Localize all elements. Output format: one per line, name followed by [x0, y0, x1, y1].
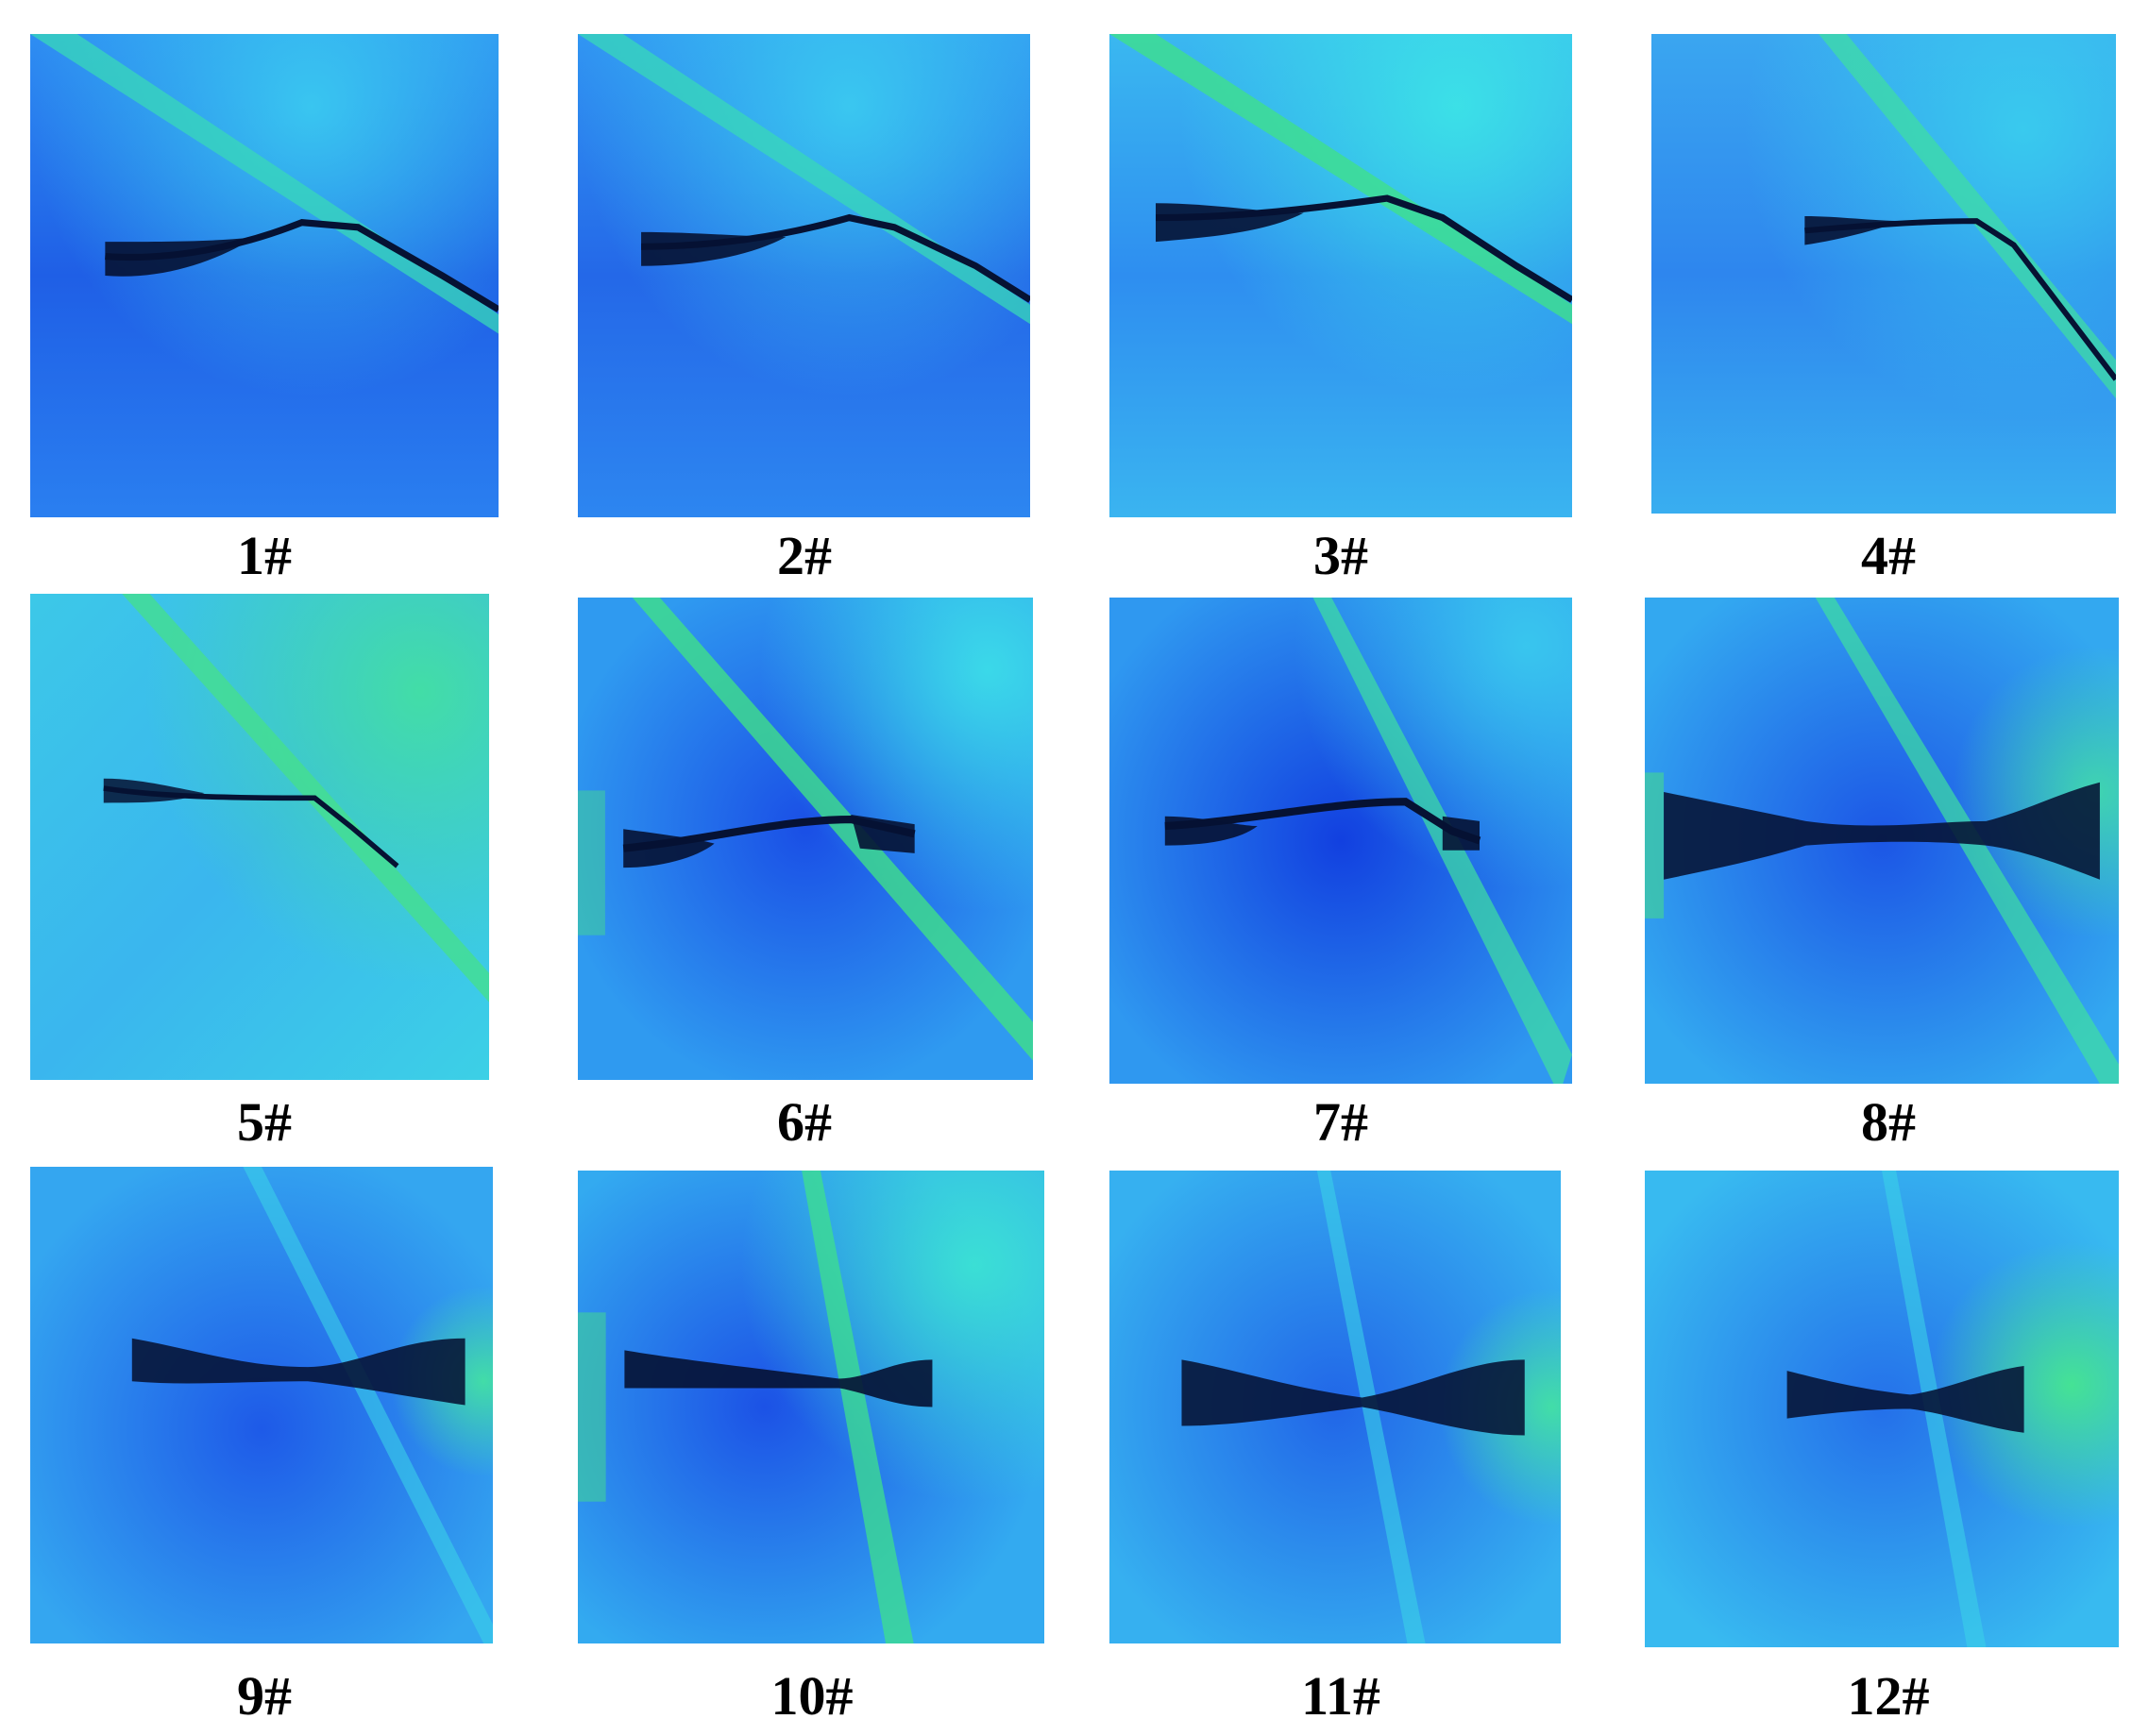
panel-label: 12# [1847, 1665, 1930, 1727]
strain-field-1-image [30, 34, 499, 517]
strain-field-2-image [578, 34, 1030, 517]
panel-6 [578, 598, 1033, 1080]
panel-label: 5# [237, 1091, 292, 1153]
panel-5 [30, 594, 489, 1080]
panel-7 [1109, 598, 1572, 1084]
panel-1 [30, 34, 499, 517]
strain-field-12-image [1645, 1171, 2119, 1647]
panel-label: 9# [237, 1665, 292, 1727]
panel-11 [1109, 1171, 1561, 1643]
panel-9 [30, 1167, 493, 1643]
panel-label: 6# [777, 1091, 832, 1153]
panel-label: 11# [1301, 1665, 1380, 1727]
panel-label: 3# [1313, 525, 1368, 586]
panel-label: 2# [777, 525, 832, 586]
strain-field-3-image [1109, 34, 1572, 517]
strain-field-4-image [1651, 34, 2116, 514]
strain-field-5-image [30, 594, 489, 1080]
panel-label: 10# [770, 1665, 854, 1727]
panel-8 [1645, 598, 2119, 1084]
strain-field-6-image [578, 598, 1033, 1080]
panel-4 [1651, 34, 2116, 514]
panel-3 [1109, 34, 1572, 517]
panel-label: 7# [1313, 1091, 1368, 1153]
panel-label: 8# [1861, 1091, 1916, 1153]
panel-label: 1# [237, 525, 292, 586]
strain-field-9-image [30, 1167, 493, 1643]
strain-field-10-image [578, 1171, 1044, 1643]
panel-label: 4# [1861, 525, 1916, 586]
strain-field-11-image [1109, 1171, 1561, 1643]
panel-10 [578, 1171, 1044, 1643]
strain-field-8-image [1645, 598, 2119, 1084]
panel-2 [578, 34, 1030, 517]
strain-field-7-image [1109, 598, 1572, 1084]
panel-12 [1645, 1171, 2119, 1647]
